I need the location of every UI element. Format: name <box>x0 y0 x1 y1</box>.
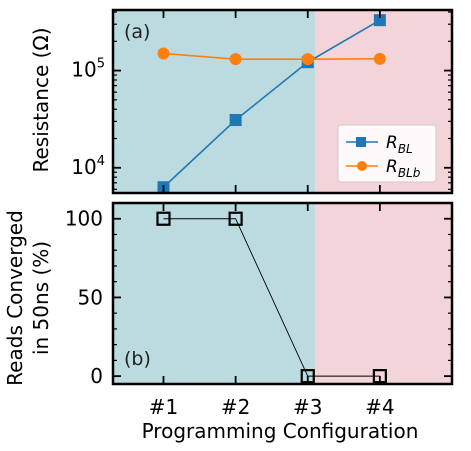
panel-b-tag: (b) <box>124 348 151 370</box>
x-axis-tick-label: #3 <box>293 395 322 419</box>
data-point-reads-converged <box>156 211 171 226</box>
panel-a-series <box>157 14 386 194</box>
legend-label-blb: RBLb <box>386 157 421 180</box>
x-axis-tick-label: #2 <box>221 395 250 419</box>
series-line-blb <box>163 52 380 60</box>
series-line-reads-converged <box>163 218 380 377</box>
panel-b-background-right <box>314 203 452 384</box>
panel-b-y-tick-label: 0 <box>90 364 103 388</box>
legend-marker-blb <box>357 161 367 171</box>
panel-b-frame <box>111 201 454 386</box>
panel-b-y-tick-label: 100 <box>65 207 103 231</box>
x-axis-tick-label: #1 <box>149 395 178 419</box>
x-axis-ticks: #1 #2 #3 #4 <box>149 203 395 419</box>
panel-a-y-tick-label: 105 <box>71 57 105 82</box>
panel-b-y-axis-title-line2: in 50ns (%) <box>29 241 53 355</box>
panel-b-y-tick-label: 50 <box>78 285 103 309</box>
panel-a-tag: (a) <box>124 21 150 43</box>
data-point-blb <box>157 47 170 60</box>
series-line-bl <box>162 19 381 188</box>
panel-b: 0 50 100 (b) Reads Converged in 50ns (%) #… <box>3 201 454 443</box>
panel-b-y-axis-title-line1: Reads Converged <box>3 210 27 386</box>
panel-a-y-axis-title: Resistance (Ω) <box>29 27 53 172</box>
data-point-blb <box>229 53 242 66</box>
x-axis-title: Programming Configuration <box>142 419 419 443</box>
panel-a-ticks: 104 105 <box>71 10 452 193</box>
data-point-bl <box>229 114 242 127</box>
legend-marker-bl <box>356 137 366 147</box>
panel-b-ticks: 0 50 100 <box>65 207 452 388</box>
panel-a-y-tick-label: 104 <box>71 154 105 179</box>
legend-label-bl: RBL <box>386 133 413 156</box>
panel-b-background-left <box>113 203 315 384</box>
data-point-bl <box>373 14 386 27</box>
data-point-reads-converged <box>228 211 243 226</box>
panel-a-background-left <box>113 10 315 193</box>
data-point-blb <box>301 53 314 66</box>
x-axis-tick-label: #4 <box>365 395 394 419</box>
data-point-blb <box>373 52 386 65</box>
panel-a-frame <box>111 8 454 195</box>
